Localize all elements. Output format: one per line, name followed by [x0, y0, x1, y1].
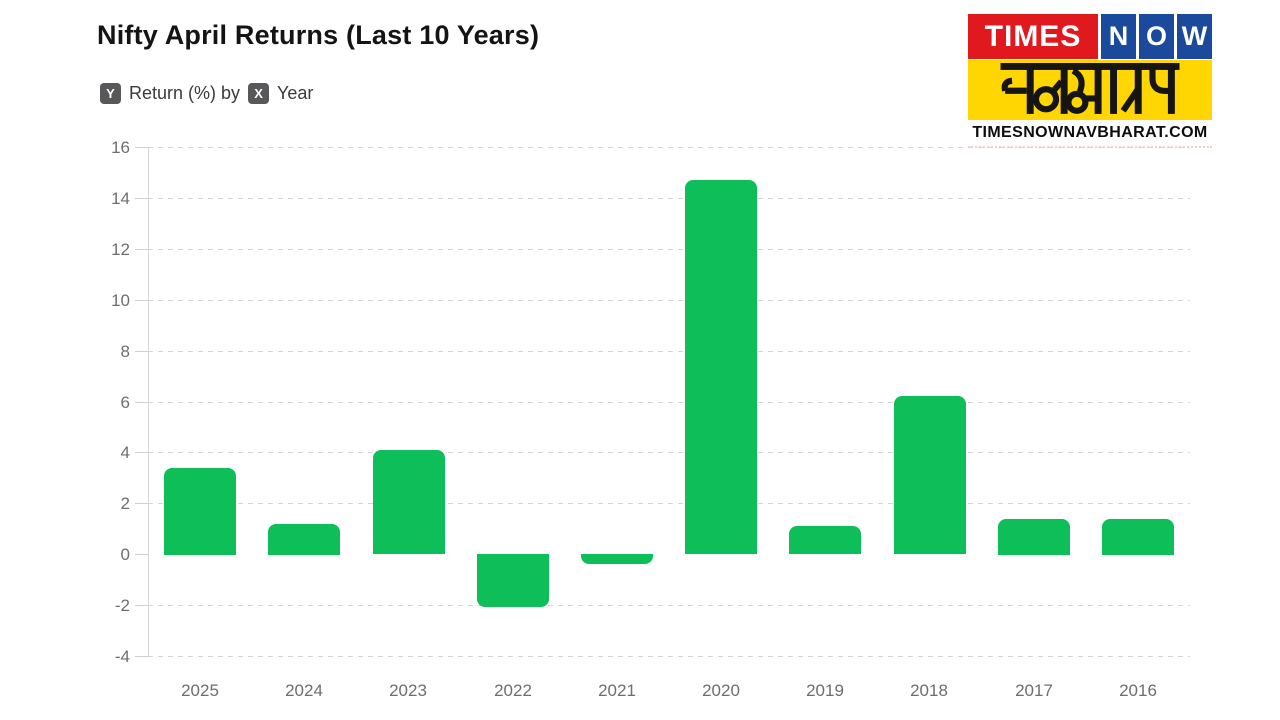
gridline-16 — [148, 147, 1190, 148]
x-tick-label-2018: 2018 — [910, 681, 948, 700]
logo-now-letter-w: W — [1177, 14, 1212, 59]
bar-2022 — [477, 554, 549, 607]
gridline-12 — [148, 249, 1190, 250]
y-tick-label-14: 14 — [111, 189, 130, 208]
y-tick-mark-8 — [135, 351, 148, 352]
x-tick-label-2023: 2023 — [389, 681, 427, 700]
y-tick-mark-16 — [135, 147, 148, 148]
gridline-4 — [148, 452, 1190, 453]
y-tick-label--2: -2 — [114, 596, 130, 615]
x-tick-label-2017: 2017 — [1015, 681, 1053, 700]
logo-navbharat-block: नवभारत — [968, 60, 1212, 120]
gridline--4 — [148, 656, 1190, 657]
x-tick-label-2016: 2016 — [1119, 681, 1157, 700]
y-tick-label-16: 16 — [111, 138, 130, 157]
y-tick-mark-14 — [135, 198, 148, 199]
gridline-10 — [148, 300, 1190, 301]
y-tick-label-6: 6 — [120, 393, 130, 412]
bar-2023 — [373, 450, 445, 554]
gridline-14 — [148, 198, 1190, 199]
x-tick-label-2025: 2025 — [181, 681, 219, 700]
bar-2025 — [164, 468, 236, 555]
x-tick-label-2024: 2024 — [285, 681, 323, 700]
y-tick-label-0: 0 — [120, 545, 130, 564]
y-tick-label-8: 8 — [120, 342, 130, 361]
bar-2016 — [1102, 519, 1174, 555]
y-tick-mark-12 — [135, 249, 148, 250]
gridline-8 — [148, 351, 1190, 352]
logo-now-letter-n: N — [1101, 14, 1136, 59]
x-tick-label-2021: 2021 — [598, 681, 636, 700]
bar-2018 — [894, 396, 966, 554]
chart-title: Nifty April Returns (Last 10 Years) — [97, 20, 540, 50]
y-tick-mark--2 — [135, 605, 148, 606]
y-tick-label-10: 10 — [111, 291, 130, 310]
x-tick-label-2022: 2022 — [494, 681, 532, 700]
y-tick-mark-4 — [135, 452, 148, 453]
gridline--2 — [148, 605, 1190, 606]
y-tick-label-2: 2 — [120, 494, 130, 513]
y-axis-line — [148, 147, 149, 656]
y-tick-mark-6 — [135, 402, 148, 403]
gridline-2 — [148, 503, 1190, 504]
navbharat-devanagari-icon — [1000, 63, 1180, 114]
bar-2017 — [998, 519, 1070, 555]
bar-2020 — [685, 180, 757, 554]
y-tick-label-12: 12 — [111, 240, 130, 259]
x-axis-badge-icon: X — [248, 83, 270, 104]
bar-2024 — [268, 524, 340, 555]
y-axis-badge-icon: Y — [100, 83, 121, 104]
x-tick-label-2020: 2020 — [702, 681, 740, 700]
logo-now-letter-o: O — [1139, 14, 1174, 59]
y-tick-mark-0 — [135, 554, 148, 555]
logo-times-block: TIMES — [968, 14, 1098, 59]
gridline-6 — [148, 402, 1190, 403]
y-tick-mark--4 — [135, 656, 148, 657]
bar-2019 — [789, 526, 861, 554]
y-tick-mark-10 — [135, 300, 148, 301]
bar-2021 — [581, 554, 653, 564]
x-axis-label: Year — [277, 83, 314, 103]
chart-subtitle: Y Return (%) by X Year — [100, 83, 313, 104]
y-tick-label--4: -4 — [114, 647, 130, 666]
y-tick-label-4: 4 — [120, 443, 130, 462]
y-tick-mark-2 — [135, 503, 148, 504]
x-tick-label-2019: 2019 — [806, 681, 844, 700]
y-axis-label: Return (%) by — [129, 83, 241, 103]
